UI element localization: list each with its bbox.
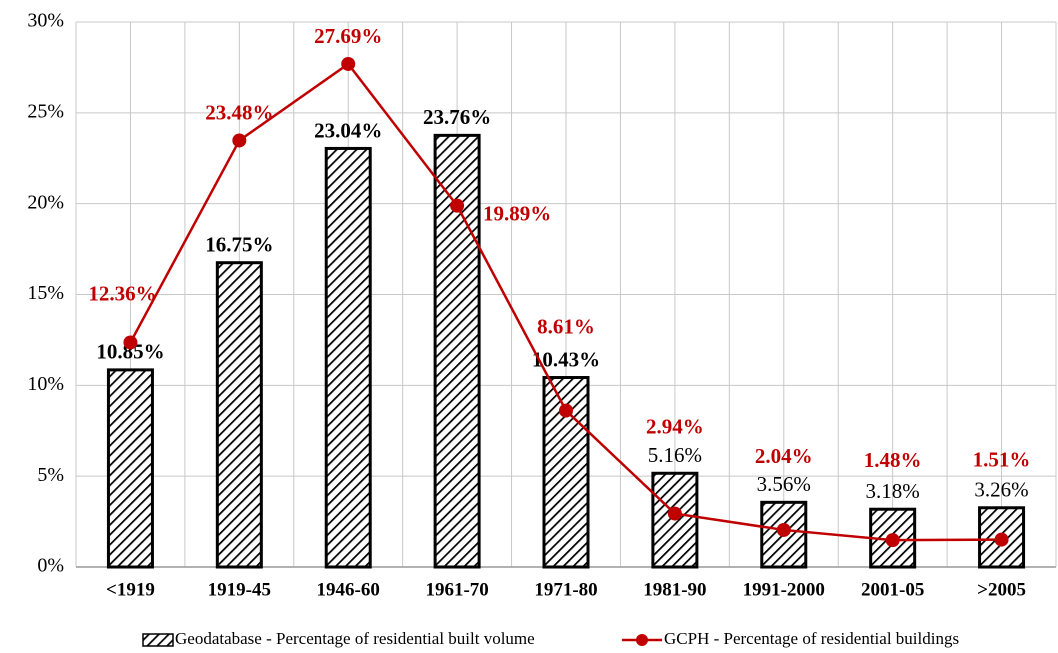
x-tick-label: >2005 — [977, 579, 1026, 600]
bar-value-label: 23.04% — [314, 118, 382, 142]
y-tick-label: 25% — [27, 100, 64, 122]
line-value-label: 1.48% — [864, 448, 922, 472]
bar — [215, 261, 263, 569]
x-tick-label: 1991-2000 — [743, 579, 825, 600]
y-tick-label: 10% — [27, 373, 64, 395]
line-point — [123, 335, 138, 350]
x-tick-label: 1961-70 — [425, 579, 488, 600]
legend-marker — [636, 634, 648, 646]
x-tick-label: 1919-45 — [208, 579, 271, 600]
legend-swatch — [142, 633, 174, 647]
x-tick-label: 2001-05 — [861, 579, 924, 600]
x-tick-label: 1981-90 — [643, 579, 706, 600]
line-value-label: 2.04% — [755, 444, 813, 468]
bar-value-label: 23.76% — [423, 105, 491, 129]
line-point — [885, 533, 900, 548]
y-tick-label: 30% — [27, 10, 64, 32]
line-point — [341, 56, 356, 71]
x-tick-label: 1971-80 — [534, 579, 597, 600]
y-tick-label: 5% — [37, 464, 64, 486]
line-point — [994, 532, 1009, 547]
line-point — [776, 522, 791, 537]
legend-label: GCPH - Percentage of residential buildin… — [664, 629, 959, 648]
line-value-label: 8.61% — [537, 314, 595, 338]
bar — [106, 368, 154, 569]
x-tick-label: 1946-60 — [317, 579, 380, 600]
bar — [324, 146, 372, 569]
line-value-label: 23.48% — [205, 100, 273, 124]
line-point — [232, 133, 247, 148]
x-tick-label: <1919 — [106, 579, 155, 600]
bar-value-label: 3.18% — [866, 479, 920, 503]
line-value-label: 12.36% — [88, 281, 156, 305]
line-point — [667, 506, 682, 521]
y-tick-label: 15% — [27, 282, 64, 304]
line-value-label: 1.51% — [973, 447, 1031, 471]
y-tick-label: 20% — [27, 191, 64, 213]
line-point — [559, 403, 573, 418]
line-value-label: 2.94% — [646, 414, 704, 438]
legend-label: Geodatabase - Percentage of residential … — [175, 629, 535, 648]
y-tick-label: 0% — [37, 555, 64, 577]
bar-value-label: 3.26% — [974, 478, 1028, 502]
bar-value-label: 3.56% — [757, 472, 811, 496]
bar-value-label: 5.16% — [648, 443, 702, 467]
line-point — [450, 198, 465, 213]
line-value-label: 19.89% — [483, 201, 551, 225]
line-value-label: 27.69% — [314, 24, 382, 48]
bar-value-label: 16.75% — [205, 233, 273, 257]
